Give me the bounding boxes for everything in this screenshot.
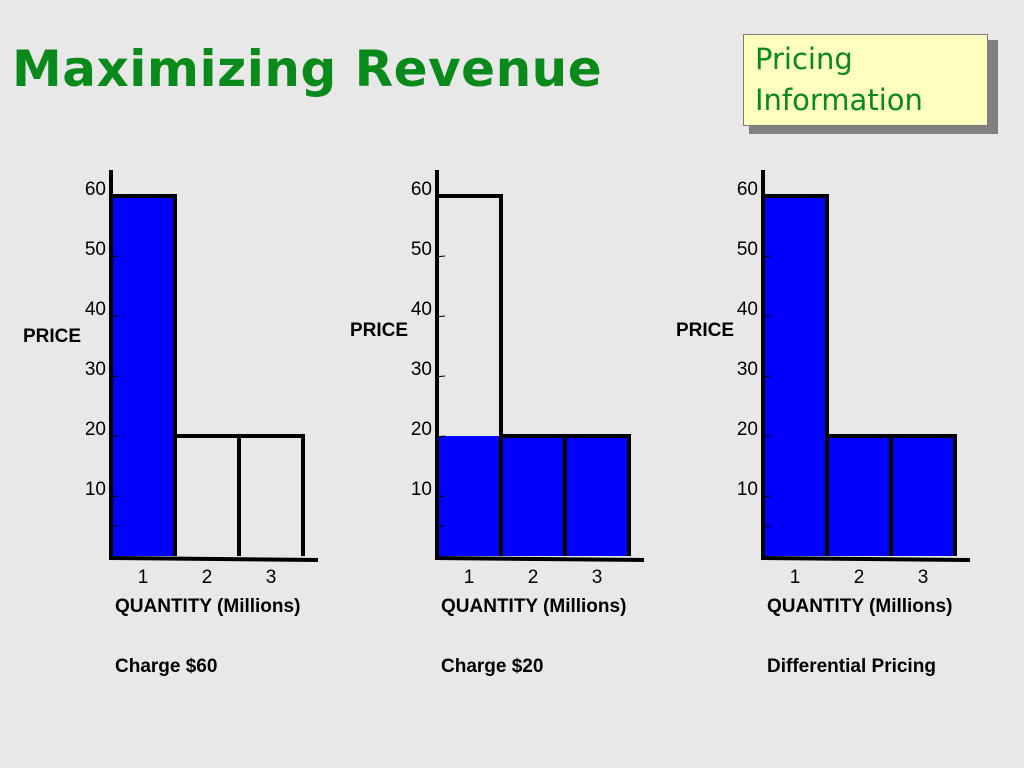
chart-3-ytick-label-30: 30: [737, 359, 758, 380]
chart-1-caption: Charge $60: [115, 656, 217, 677]
chart-2-ytick-60: [434, 195, 446, 198]
chart-2-ytick-label-10: 10: [411, 479, 432, 500]
chart-2-x-axis: [434, 556, 645, 562]
chart-2-ytick-label-20: 20: [411, 419, 432, 440]
info-box-line-2: Information: [755, 83, 923, 117]
chart-3-bar-3: [891, 436, 955, 556]
chart-2-ytick-30: [434, 375, 446, 378]
chart-1-xlabel: QUANTITY (Millions): [115, 596, 300, 617]
chart-3-ytick-40: [760, 315, 772, 318]
chart-1-ytick-60: [108, 195, 120, 198]
chart-1-ytick-30: [108, 375, 120, 378]
chart-1-ytick-label-10: 10: [85, 479, 106, 500]
chart-3-ytick-label-20: 20: [737, 419, 758, 440]
chart-1-ytick-label-30: 30: [85, 359, 106, 380]
chart-1-ytick-20: [108, 435, 120, 438]
chart-2-ytick-label-60: 60: [411, 179, 432, 200]
chart-2-xlabel: QUANTITY (Millions): [441, 596, 626, 617]
chart-3-ytick-30: [760, 375, 772, 378]
chart-3-caption: Differential Pricing: [767, 656, 936, 677]
chart-2-ytick-label-40: 40: [411, 299, 432, 320]
chart-1-ytick-40: [108, 315, 120, 318]
chart-2-xtick-label-2: 2: [528, 567, 539, 588]
chart-1-ytick-label-50: 50: [85, 239, 106, 260]
info-box-line-1: Pricing: [755, 42, 853, 76]
slide-title: Maximizing Revenue: [12, 40, 603, 98]
chart-2-ytick-label-30: 30: [411, 359, 432, 380]
chart-2-bar-2: [501, 436, 565, 556]
chart-1-xtick-label-2: 2: [202, 567, 213, 588]
chart-1-xtick-label-1: 1: [138, 567, 149, 588]
chart-3-bar-1: [763, 196, 827, 556]
chart-3-ytick-50: [760, 255, 772, 258]
chart-2-ytick-20: [434, 435, 446, 438]
chart-2-ytick-50: [434, 255, 446, 258]
chart-2-ytick-40: [434, 315, 446, 318]
chart-2-caption: Charge $20: [441, 656, 543, 677]
chart-3-ytick-label-10: 10: [737, 479, 758, 500]
chart-3-xtick-label-2: 2: [854, 567, 865, 588]
chart-2-bar-1: [437, 436, 501, 556]
chart-3-ylabel: PRICE: [676, 320, 734, 341]
chart-1-ytick-10: [108, 495, 120, 498]
chart-3-ytick-10: [760, 495, 772, 498]
chart-3-xtick-label-1: 1: [790, 567, 801, 588]
chart-2-xtick-label-3: 3: [592, 567, 603, 588]
chart-3-x-axis: [760, 556, 971, 562]
pricing-info-box: Pricing Information: [743, 34, 988, 126]
chart-2-ytick-10: [434, 495, 446, 498]
chart-1-ytick-50: [108, 255, 120, 258]
chart-3-ytick-label-60: 60: [737, 179, 758, 200]
chart-1-ytick-label-20: 20: [85, 419, 106, 440]
chart-1-ytick-label-40: 40: [85, 299, 106, 320]
chart-1-x-axis: [108, 556, 319, 562]
chart-2-ytick-label-50: 50: [411, 239, 432, 260]
chart-1-ytick-label-60: 60: [85, 179, 106, 200]
chart-3-ytick-label-50: 50: [737, 239, 758, 260]
chart-2-ylabel: PRICE: [350, 320, 408, 341]
chart-3-ytick-20: [760, 435, 772, 438]
chart-3-xtick-label-3: 3: [918, 567, 929, 588]
chart-3-bar-2: [827, 436, 891, 556]
chart-2-bar-3: [565, 436, 629, 556]
chart-1-xtick-label-3: 3: [266, 567, 277, 588]
chart-3-xlabel: QUANTITY (Millions): [767, 596, 952, 617]
chart-3-ytick-label-40: 40: [737, 299, 758, 320]
chart-1-bar-1: [111, 196, 175, 556]
chart-3-ytick-60: [760, 195, 772, 198]
chart-1-ylabel: PRICE: [23, 326, 81, 347]
chart-2-xtick-label-1: 1: [464, 567, 475, 588]
